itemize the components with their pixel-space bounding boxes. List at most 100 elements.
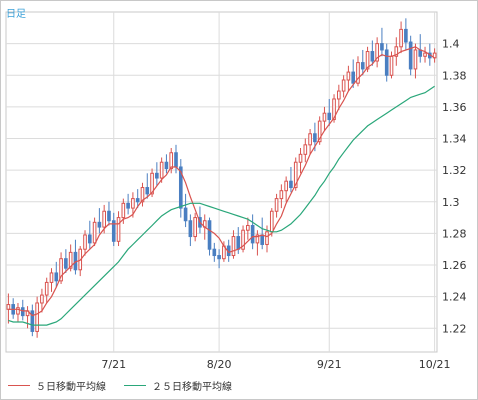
candle-up [308, 133, 312, 146]
candle-up [322, 112, 327, 122]
legend-label-ma5: ５日移動平均線 [36, 381, 106, 393]
candle-up [131, 198, 135, 209]
candle-down [217, 255, 221, 260]
candle-up [389, 55, 394, 76]
candle-up [394, 46, 399, 57]
candle-up [68, 251, 73, 269]
candle-down [404, 28, 408, 43]
candle-down [30, 310, 35, 332]
candle-down [384, 49, 389, 76]
candle-down [183, 207, 188, 222]
candle-up [231, 236, 236, 257]
y-tick-label: 1.28 [442, 227, 467, 240]
candle-up [337, 90, 341, 100]
candle-up [365, 51, 370, 70]
candle-down [87, 234, 92, 244]
candle-up [274, 198, 279, 212]
x-tick-label: 8/20 [207, 358, 232, 371]
candle-down [370, 51, 375, 62]
candle-up [40, 294, 44, 304]
candle-up [423, 52, 427, 57]
candle-down [20, 307, 25, 317]
candle-up [279, 190, 284, 200]
candle-up [413, 49, 418, 70]
candle-up [49, 272, 54, 283]
y-tick-label: 1.26 [442, 259, 467, 272]
candle-up [159, 161, 164, 179]
candle-up [269, 210, 274, 233]
y-tick-label: 1.3 [442, 196, 460, 209]
period-label: 日足 [6, 9, 26, 20]
candle-down [164, 161, 169, 170]
candle-up [241, 229, 245, 250]
candle-up [356, 62, 360, 84]
y-tick-label: 1.4 [442, 38, 460, 51]
candle-up [169, 152, 174, 170]
candle-up [121, 202, 126, 219]
series-line-ma5 [8, 46, 435, 317]
candle-down [360, 62, 365, 70]
candle-down [64, 258, 68, 269]
candle-down [97, 221, 102, 228]
candle-down [351, 71, 356, 84]
candle-down [178, 166, 183, 209]
candle-up [16, 307, 20, 315]
candle-down [145, 187, 150, 195]
candle-down [111, 220, 116, 242]
candle-up [298, 153, 303, 163]
y-tick-label: 1.36 [442, 101, 467, 114]
candle-up [293, 161, 298, 189]
candle-down [313, 133, 317, 143]
x-tick-label: 9/21 [317, 358, 342, 371]
y-tick-label: 1.24 [442, 291, 467, 304]
candle-down [174, 152, 178, 168]
candle-down [135, 198, 140, 203]
series-line-ma25 [8, 85, 435, 326]
candle-up [246, 224, 250, 231]
candle-up [255, 234, 260, 244]
candle-down [408, 41, 413, 70]
candle-up [375, 43, 379, 62]
candle-down [380, 43, 384, 51]
candle-up [317, 120, 322, 143]
candle-down [260, 234, 265, 245]
x-tick-label: 7/21 [101, 358, 126, 371]
candle-up [332, 98, 336, 121]
candle-up [102, 210, 106, 228]
legend-swatch-ma5 [8, 384, 30, 386]
legend-item-ma25: ２５日移動平均線 [124, 378, 232, 393]
x-tick-label: 10/21 [419, 358, 451, 371]
candle-down [188, 220, 193, 238]
candle-up [193, 217, 197, 238]
candle-up [35, 302, 39, 332]
candle-up [341, 79, 346, 92]
candle-up [399, 28, 403, 48]
candle-up [265, 231, 269, 245]
legend-label-ma25: ２５日移動平均線 [152, 381, 232, 393]
candle-up [150, 172, 154, 195]
candle-down [126, 202, 130, 209]
candle-up [303, 144, 308, 155]
candle-down [250, 224, 255, 244]
y-tick-label: 1.22 [442, 322, 467, 335]
candle-down [207, 220, 212, 250]
candle-down [212, 248, 217, 257]
candle-up [83, 234, 87, 250]
plot-border [5, 11, 438, 353]
candle-down [327, 112, 332, 121]
candle-up [92, 221, 97, 244]
candle-down [54, 272, 59, 282]
candle-up [140, 187, 145, 203]
candle-up [346, 71, 351, 81]
candle-up [116, 217, 121, 242]
candle-down [236, 236, 241, 250]
legend-swatch-ma25 [124, 384, 146, 386]
candle-up [44, 281, 49, 296]
candle-up [284, 180, 288, 192]
candle-up [6, 304, 11, 310]
candle-down [107, 210, 111, 222]
candle-down [289, 180, 293, 189]
candle-down [155, 172, 159, 179]
